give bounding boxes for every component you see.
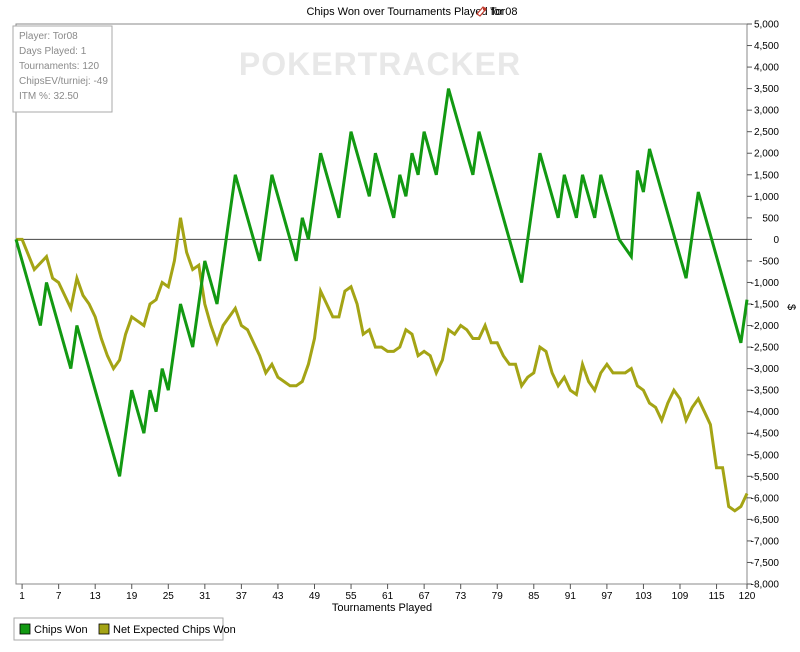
x-tick-label: 91: [565, 591, 577, 602]
y-axis-title: $: [785, 304, 797, 310]
y-tick-label: 4,000: [754, 63, 779, 74]
x-tick-label: 7: [56, 591, 62, 602]
watermark-logo: POKERTRACKER: [239, 46, 521, 82]
series-layer: [14, 88, 749, 513]
x-axis: 1 7 13 19 25 31 37 43 49 55 61 67 73 79 85 91 97 103 109 11…: [19, 584, 756, 602]
y-tick-label: 5,000: [754, 20, 779, 31]
x-tick-label: 13: [90, 591, 102, 602]
series-line-chips-won: [14, 88, 749, 477]
legend: Chips Won Net Expected Chips Won: [13, 617, 236, 641]
y-tick-label: 500: [762, 213, 779, 224]
y-axis: 5,000 4,500 4,000 3,500 3,000 2,500 2,000 1,500…: [747, 20, 779, 591]
y-tick-label: -2,500: [751, 343, 780, 354]
x-tick-label: 115: [709, 591, 725, 602]
legend-box: [13, 617, 224, 641]
player-logo-icon: [476, 6, 487, 17]
y-tick-label: 1,000: [754, 192, 779, 203]
y-tick-label: -7,000: [751, 536, 780, 547]
info-player: Player: Tor08: [19, 31, 78, 42]
y-tick-label: 3,500: [754, 84, 779, 95]
x-tick-label: 25: [163, 591, 175, 602]
x-tick-label: 103: [635, 591, 652, 602]
x-tick-label: 61: [382, 591, 394, 602]
x-tick-label: 85: [528, 591, 540, 602]
y-tick-label: 1,500: [754, 170, 779, 181]
y-tick-label: 2,000: [754, 149, 779, 160]
x-tick-label: 120: [739, 591, 756, 602]
x-tick-label: 97: [601, 591, 613, 602]
y-tick-label: -4,000: [751, 407, 780, 418]
x-axis-title: Tournaments Played: [332, 602, 432, 614]
y-tick-label: -6,000: [751, 493, 780, 504]
y-tick-label: -2,000: [751, 321, 780, 332]
y-tick-label: -3,500: [751, 386, 780, 397]
x-tick-label: 1: [19, 591, 25, 602]
info-box: Player: Tor08 Days Played: 1 Tournaments…: [12, 25, 113, 113]
plot-frame: [15, 23, 748, 585]
x-tick-label: 109: [672, 591, 689, 602]
legend-label-net-expected: Net Expected Chips Won: [113, 624, 236, 636]
y-tick-label: 4,500: [754, 41, 779, 52]
legend-swatch-chips-won: [19, 623, 31, 635]
x-tick-label: 49: [309, 591, 321, 602]
info-itm: ITM %: 32.50: [19, 91, 79, 102]
x-tick-label: 67: [419, 591, 431, 602]
y-tick-label: -1,000: [751, 278, 780, 289]
series-line-net-expected-chips-won: [16, 217, 749, 513]
legend-swatch-net-expected: [98, 623, 110, 635]
y-tick-label: -3,000: [751, 364, 780, 375]
x-tick-label: 43: [272, 591, 284, 602]
legend-label-chips-won: Chips Won: [34, 624, 88, 636]
x-tick-label: 73: [455, 591, 467, 602]
y-tick-label: -1,500: [751, 300, 780, 311]
x-tick-label: 19: [126, 591, 138, 602]
x-tick-label: 55: [345, 591, 357, 602]
x-tick-label: 31: [199, 591, 211, 602]
y-tick-label: 0: [773, 235, 779, 246]
y-tick-label: -5,500: [751, 472, 780, 483]
y-tick-label: -5,000: [751, 450, 780, 461]
y-tick-label: -500: [759, 256, 779, 267]
info-chips-ev: ChipsEV/turniej: -49: [19, 76, 108, 87]
y-tick-label: -7,500: [751, 558, 780, 569]
x-tick-label: 79: [492, 591, 504, 602]
y-tick-label: 3,000: [754, 106, 779, 117]
chart-title: Chips Won over Tournaments Played for: [306, 6, 503, 18]
info-tournaments: Tournaments: 120: [19, 61, 99, 72]
info-days-played: Days Played: 1: [19, 46, 87, 57]
y-tick-label: -4,500: [751, 429, 780, 440]
y-tick-label: -6,500: [751, 515, 780, 526]
x-tick-label: 37: [236, 591, 248, 602]
chart-player-name: Tor08: [490, 6, 518, 18]
y-tick-label: 2,500: [754, 127, 779, 138]
y-tick-label: -8,000: [751, 580, 780, 591]
